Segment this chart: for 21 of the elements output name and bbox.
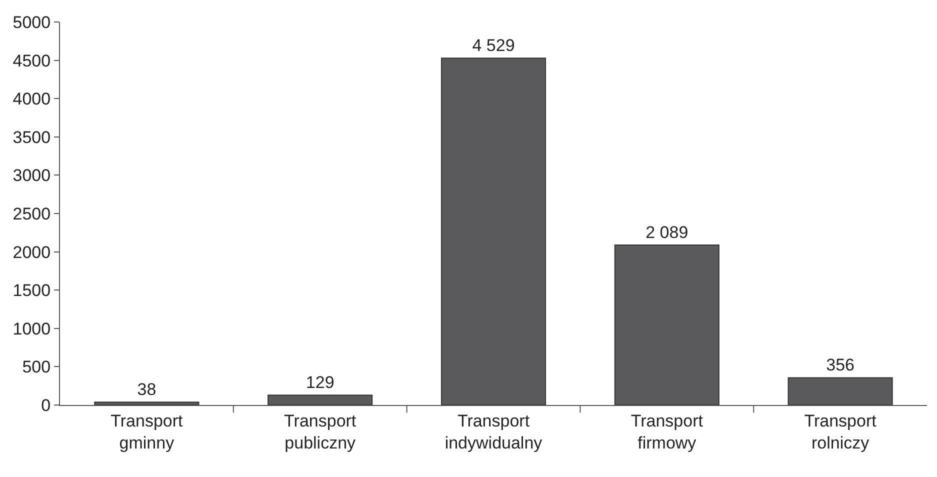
y-tick-label: 5000 bbox=[12, 12, 51, 32]
y-tick-label: 500 bbox=[22, 358, 51, 377]
data-label: 356 bbox=[826, 356, 854, 375]
data-label: 2 089 bbox=[646, 222, 688, 242]
x-tick-label: Transport indywidualny bbox=[444, 411, 543, 452]
y-tick-label: 1500 bbox=[12, 281, 51, 300]
y-tick-label: 0 bbox=[41, 396, 51, 415]
y-tick-label: 4500 bbox=[12, 51, 51, 70]
y-tick-label: 4000 bbox=[12, 90, 51, 109]
y-tick-label: 1000 bbox=[12, 319, 51, 338]
x-tick-label: Transport firmowy bbox=[630, 411, 704, 452]
y-tick-label: 2500 bbox=[12, 204, 51, 224]
data-label: 4 529 bbox=[472, 36, 515, 56]
data-label: 129 bbox=[306, 373, 334, 392]
x-tick-label: Transport publiczny bbox=[284, 411, 356, 452]
y-tick-label: 3500 bbox=[12, 128, 51, 147]
data-label: 38 bbox=[137, 380, 156, 400]
x-tick-label: Transport gminny bbox=[110, 411, 184, 452]
x-tick-label: Transport rolniczy bbox=[804, 411, 877, 452]
y-tick-label: 2000 bbox=[12, 242, 51, 262]
y-tick-label: 3000 bbox=[12, 166, 51, 186]
